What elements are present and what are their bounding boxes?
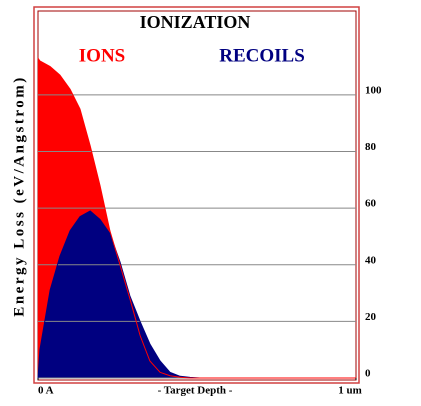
x-tick-label: 1 um	[338, 385, 362, 397]
series-line	[37, 57, 356, 379]
legend-label: RECOILS	[219, 45, 305, 66]
series-line	[37, 210, 356, 379]
y-tick-label: 100	[365, 84, 382, 96]
chart-title: IONIZATION	[140, 12, 251, 32]
y-axis-label: Energy Loss (eV/Angstrom)	[11, 75, 27, 316]
y-tick-label: 20	[365, 311, 377, 323]
legend-label: IONS	[79, 45, 125, 66]
area-fill	[38, 211, 356, 378]
y-tick-label: 40	[365, 254, 377, 266]
plot-area	[37, 57, 356, 379]
y-tick-label: 80	[365, 141, 377, 153]
y-tick-label: 0	[365, 368, 371, 380]
x-tick-label: 0 A	[38, 385, 54, 397]
y-tick-label: 60	[365, 198, 377, 210]
outer-frame	[33, 6, 360, 384]
x-axis-label: - Target Depth -	[158, 385, 233, 397]
